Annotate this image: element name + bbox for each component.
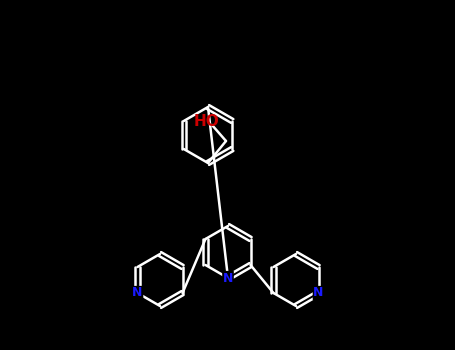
Text: HO: HO [194,113,220,128]
Text: N: N [223,272,233,285]
Text: N: N [313,287,324,300]
Text: N: N [132,287,143,300]
